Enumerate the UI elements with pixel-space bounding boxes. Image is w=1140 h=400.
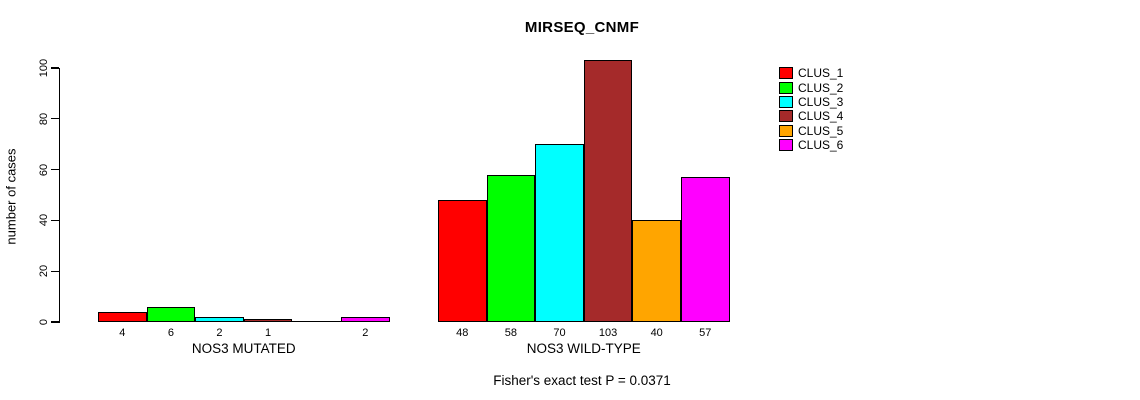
- bar-clus_1-group2: [438, 200, 487, 322]
- y-axis-tick: [51, 168, 59, 171]
- bar-clus_3-group2: [535, 144, 584, 322]
- y-axis-tick-label: 20: [38, 265, 50, 278]
- bar-value-label: 57: [699, 327, 712, 339]
- bar-clus_2-group1: [146, 306, 196, 322]
- x-group-label: NOS3 WILD-TYPE: [526, 341, 641, 356]
- bar-value-label: 2: [216, 327, 223, 339]
- bar-value-label: 58: [504, 327, 518, 339]
- fisher-test-annotation: Fisher's exact test P = 0.0371: [493, 373, 671, 388]
- y-axis-tick-label: 0: [38, 318, 50, 326]
- legend-label: CLUS_2: [798, 80, 844, 95]
- bar-clus_2-group2: [486, 174, 536, 322]
- legend-label: CLUS_5: [798, 123, 844, 138]
- legend-label: CLUS_3: [798, 94, 844, 109]
- bar-value-label: 4: [119, 327, 126, 339]
- y-axis-tick: [51, 67, 59, 69]
- legend-item-clus_5: CLUS_5: [779, 124, 843, 138]
- bar-value-label: 1: [265, 327, 272, 339]
- y-axis-tick: [51, 270, 59, 272]
- bar-clus_6-group1: [341, 316, 390, 322]
- legend-label: CLUS_6: [798, 138, 844, 153]
- bar-value-label: 6: [167, 327, 174, 339]
- x-group-label: NOS3 MUTATED: [191, 341, 296, 356]
- bar-clus_5-group2: [632, 220, 681, 322]
- legend-item-clus_6: CLUS_6: [779, 138, 843, 152]
- bar-value-label: 2: [362, 327, 369, 339]
- y-axis-tick-label: 80: [38, 112, 50, 125]
- bar-clus_1-group1: [98, 311, 147, 322]
- y-axis-tick: [51, 118, 59, 120]
- legend: CLUS_1 CLUS_2 CLUS_3 CLUS_4 CLUS_5 CLUS_6: [779, 66, 843, 152]
- y-axis-tick: [51, 321, 59, 323]
- y-axis-tick-label: 100: [38, 58, 50, 78]
- y-axis-tick: [51, 219, 59, 222]
- bar-clus_3-group1: [195, 316, 244, 322]
- bar-clus_6-group2: [681, 177, 730, 322]
- legend-label: CLUS_1: [798, 66, 844, 81]
- bar-value-label: 48: [456, 327, 469, 339]
- legend-item-clus_2: CLUS_2: [779, 80, 843, 94]
- bar-clus_4-group2: [583, 60, 633, 322]
- y-axis-line: [58, 68, 60, 323]
- bar-value-label: 70: [553, 327, 566, 339]
- legend-item-clus_3: CLUS_3: [779, 95, 843, 109]
- y-axis-tick-label: 40: [38, 214, 50, 227]
- legend-swatch-clus_5: [779, 124, 793, 137]
- legend-item-clus_4: CLUS_4: [779, 109, 843, 123]
- bar-value-label: 103: [598, 327, 618, 339]
- legend-item-clus_1: CLUS_1: [779, 66, 843, 80]
- chart-title: MIRSEQ_CNMF: [524, 19, 640, 36]
- bar-value-label: 40: [650, 327, 663, 339]
- legend-swatch-clus_6: [779, 139, 793, 152]
- legend-label: CLUS_4: [798, 109, 844, 124]
- bar-clus_4-group1: [243, 319, 293, 322]
- y-axis-tick-label: 60: [38, 163, 50, 176]
- bar-clus_5-group1: [292, 320, 341, 322]
- legend-swatch-clus_1: [779, 67, 793, 80]
- legend-swatch-clus_2: [779, 81, 793, 94]
- legend-swatch-clus_4: [779, 110, 793, 123]
- legend-swatch-clus_3: [779, 95, 793, 108]
